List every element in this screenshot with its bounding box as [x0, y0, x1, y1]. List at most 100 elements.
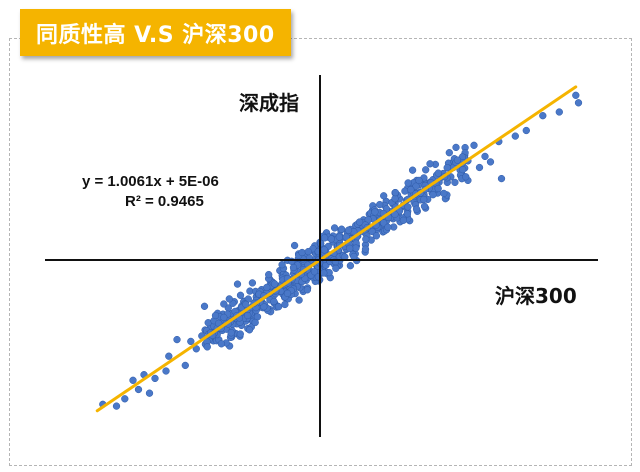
scatter-point [129, 376, 137, 384]
scatter-point [112, 402, 121, 410]
scatter-point [372, 232, 381, 240]
scatter-point [453, 156, 462, 164]
scatter-point [376, 200, 384, 209]
scatter-point [574, 99, 583, 107]
scatter-point [251, 318, 259, 327]
scatter-point [404, 203, 412, 211]
scatter-point [233, 280, 242, 288]
scatter-point [200, 302, 209, 310]
scatter-point [452, 143, 460, 152]
scatter-point [486, 158, 495, 166]
scatter-point [368, 227, 376, 236]
scatter-point [497, 174, 506, 183]
scatter-point [451, 178, 459, 187]
scatter-point [361, 245, 370, 253]
scatter-point [408, 166, 417, 174]
scatter-point [401, 187, 409, 195]
scatter-point [332, 264, 340, 273]
scatter-point [270, 280, 279, 288]
scatter-point [470, 141, 478, 149]
scatter-point [362, 235, 370, 243]
scatter-point [287, 257, 296, 265]
chart-title: 同质性高 V.S 沪深300 [36, 22, 275, 48]
scatter-point [337, 225, 346, 233]
scatter-point [242, 300, 250, 309]
scatter-point [151, 374, 159, 383]
scatter-point [350, 252, 358, 261]
trendline [95, 85, 578, 413]
scatter-point [248, 279, 257, 287]
scatter-point [522, 126, 530, 135]
scatter-point [355, 218, 364, 226]
scatter-point [407, 186, 415, 194]
scatter-point [289, 263, 298, 272]
scatter-point [539, 112, 547, 120]
scatter-point [327, 235, 335, 243]
scatter-point [265, 270, 273, 279]
scatter-point [220, 313, 228, 322]
scatter-point [236, 291, 245, 299]
chart-frame [9, 38, 632, 466]
scatter-point [227, 329, 235, 337]
scatter-point [481, 152, 489, 161]
scatter-point [278, 261, 286, 269]
scatter-point [434, 184, 442, 193]
scatter-point [203, 343, 211, 351]
scatter-point [290, 241, 299, 250]
scatter-point [344, 226, 353, 234]
scatter-point [295, 296, 303, 304]
scatter-point [303, 286, 312, 294]
scatter-point [412, 182, 420, 190]
scatter-point [384, 223, 392, 231]
scatter-point [346, 262, 355, 270]
scatter-point [434, 169, 442, 177]
r-squared: R² = 0.9465 [125, 193, 204, 210]
scatter-point [263, 283, 271, 292]
scatter-point [420, 195, 428, 204]
scatter-point [320, 246, 328, 254]
title-banner: 同质性高 V.S 沪深300 [20, 9, 291, 56]
scatter-point [391, 188, 400, 197]
scatter-point [260, 303, 268, 311]
scatter-point [173, 335, 181, 344]
scatter-point [346, 244, 354, 252]
scatter-point [165, 352, 173, 360]
y-axis-label: 深成指 [239, 91, 299, 115]
scatter-point [330, 224, 339, 232]
scatter-point [420, 202, 429, 210]
scatter-point [145, 389, 154, 397]
scatter-point [440, 189, 448, 198]
scatter-point [443, 164, 451, 172]
scatter-point [225, 295, 233, 303]
scatter-point [304, 247, 312, 256]
scatter-point [121, 395, 129, 403]
regression-equation: y = 1.0061x + 5E-06 [82, 173, 219, 190]
scatter-point [310, 268, 319, 276]
scatter-point [511, 132, 519, 140]
scatter-point [352, 244, 360, 252]
scatter-point [371, 208, 379, 216]
scatter-point [236, 330, 244, 338]
scatter-point [399, 216, 408, 224]
scatter-point [391, 195, 399, 203]
scatter-point [404, 179, 412, 187]
scatter-point [445, 149, 453, 157]
scatter-point [270, 297, 278, 306]
scatter-point [220, 300, 228, 308]
scatter-point [462, 173, 470, 181]
scatter-point [335, 233, 343, 241]
scatter-point [422, 166, 430, 174]
scatter-point [283, 289, 292, 298]
scatter-point [320, 234, 329, 242]
scatter-point [415, 176, 423, 185]
scatter-point [298, 248, 306, 257]
scatter-point [426, 160, 434, 168]
scatter-point [459, 165, 467, 174]
scatter-point [555, 108, 563, 116]
x-axis-label: 沪深300 [495, 284, 577, 308]
scatter-point [217, 340, 226, 348]
scatter-point [134, 385, 143, 394]
scatter-point [429, 191, 437, 199]
scatter-point [412, 205, 421, 213]
